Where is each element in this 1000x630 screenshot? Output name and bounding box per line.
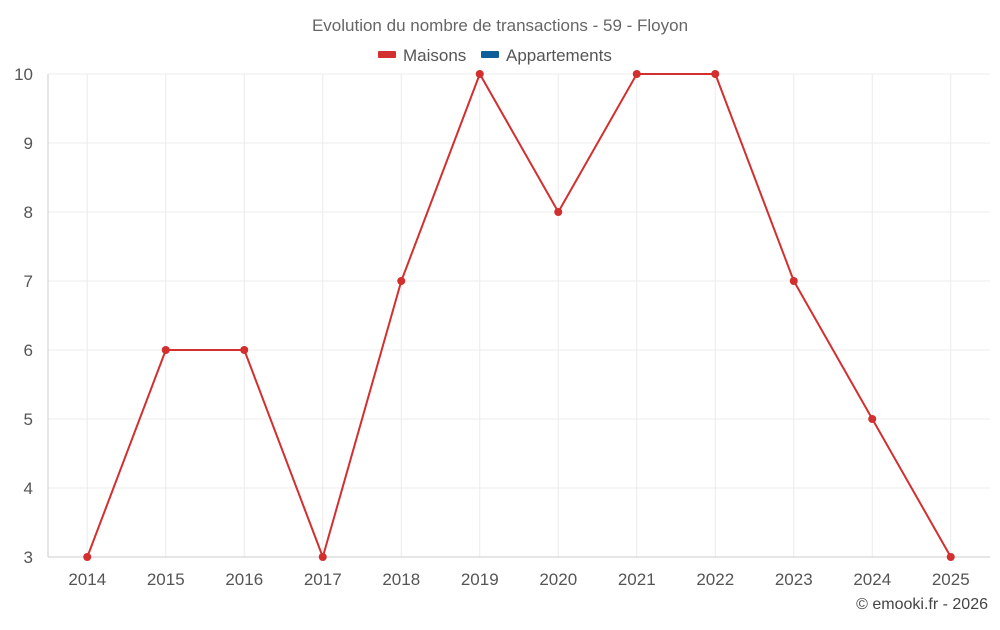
y-tick-label: 7 [24, 272, 33, 291]
data-point-2022[interactable] [711, 70, 720, 78]
data-point-2017[interactable] [318, 553, 327, 561]
series-line-maisons [86, 73, 952, 558]
x-tick-label: 2014 [68, 570, 106, 589]
x-tick-label: 2016 [225, 570, 263, 589]
x-tick-label: 2025 [932, 570, 970, 589]
data-point-2024[interactable] [868, 415, 877, 423]
x-tick-label: 2020 [539, 570, 577, 589]
y-tick-label: 10 [14, 65, 33, 84]
axes: 3 4 5 6 7 8 9 10 2014 2015 2016 2017 2018 2019 2020 202… [14, 65, 990, 589]
y-tick-label: 9 [24, 134, 33, 153]
y-tick-label: 4 [24, 479, 33, 498]
legend-swatch-maisons [378, 51, 396, 58]
y-tick-label: 3 [24, 548, 33, 567]
series-maisons [83, 70, 955, 561]
y-tick-label: 6 [24, 341, 33, 360]
x-tick-label: 2024 [853, 570, 891, 589]
data-point-2019[interactable] [475, 70, 484, 78]
data-point-2018[interactable] [397, 277, 406, 285]
x-tick-label: 2023 [775, 570, 813, 589]
chart-title: Evolution du nombre de transactions - 59… [312, 16, 688, 35]
x-tick-label: 2015 [147, 570, 185, 589]
x-tick-label: 2021 [618, 570, 656, 589]
legend-item-maisons[interactable]: Maisons [378, 46, 466, 65]
credit-text: © emooki.fr - 2026 [856, 596, 988, 613]
legend-item-appartements[interactable]: Appartements [481, 46, 612, 65]
x-tick-label: 2019 [461, 570, 499, 589]
y-tick-label: 5 [24, 410, 33, 429]
legend: Maisons Appartements [378, 46, 612, 65]
legend-swatch-appartements [481, 51, 499, 58]
x-tick-label: 2022 [696, 570, 734, 589]
legend-label-maisons: Maisons [403, 46, 466, 65]
data-point-2021[interactable] [632, 70, 641, 78]
data-point-2023[interactable] [789, 277, 798, 285]
data-point-2016[interactable] [240, 346, 249, 354]
x-tick-label: 2018 [382, 570, 420, 589]
gridlines [48, 73, 990, 557]
data-point-2020[interactable] [554, 208, 563, 216]
data-point-2014[interactable] [83, 553, 92, 561]
legend-label-appartements: Appartements [506, 46, 612, 65]
x-tick-label: 2017 [304, 570, 342, 589]
data-point-2015[interactable] [161, 346, 170, 354]
y-tick-label: 8 [24, 203, 33, 222]
data-point-2025[interactable] [946, 553, 955, 561]
